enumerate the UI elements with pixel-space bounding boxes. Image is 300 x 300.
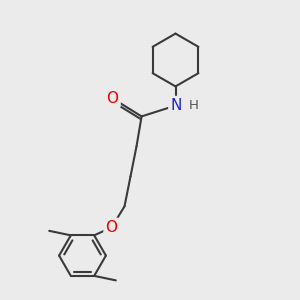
Text: O: O xyxy=(106,91,119,106)
Text: N: N xyxy=(170,98,182,113)
Text: H: H xyxy=(189,99,199,112)
Text: O: O xyxy=(106,220,118,235)
